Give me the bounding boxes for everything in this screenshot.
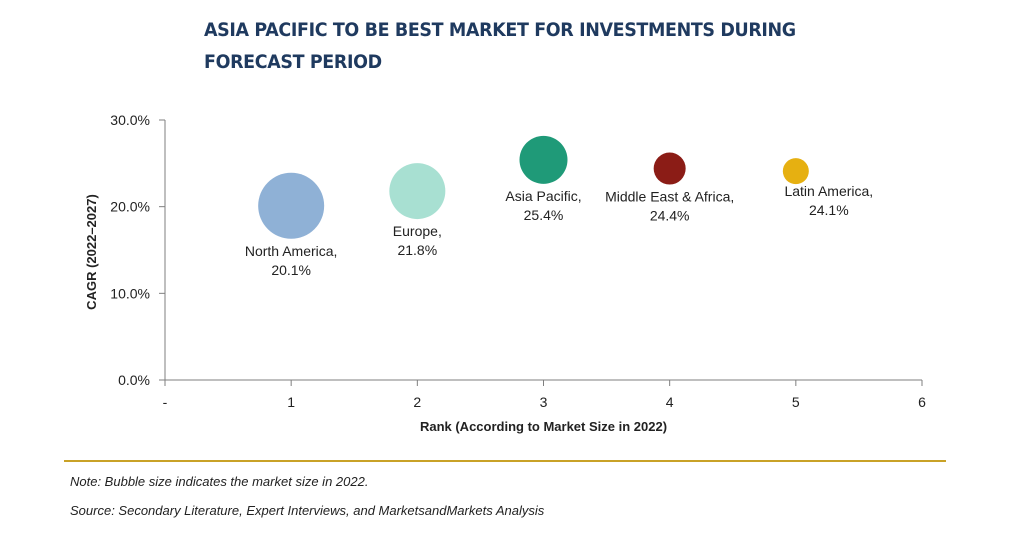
bubble-value-label: 24.1% (809, 202, 849, 218)
x-tick-label: 1 (287, 394, 295, 410)
x-tick-label: 6 (918, 394, 926, 410)
bubble-middle-east-africa (653, 152, 686, 185)
chart-source: Source: Secondary Literature, Expert Int… (70, 503, 545, 518)
x-tick-label: 5 (792, 394, 800, 410)
bubble-north-america (258, 172, 325, 239)
x-tick-label: - (163, 394, 168, 410)
bubble-chart: 0.0% 10.0% 20.0% 30.0% - 1 2 3 4 5 6 Rank (Accordin… (84, 112, 926, 434)
bubble-label: Middle East & Africa, (605, 189, 734, 205)
bubble-latin-america (782, 158, 809, 185)
bubble-label: Asia Pacific, (505, 188, 581, 204)
chart-axes: 0.0% 10.0% 20.0% 30.0% - 1 2 3 4 5 6 Rank (Accordin… (84, 112, 926, 434)
bubble-value-label: 20.1% (271, 262, 311, 278)
x-tick-label: 2 (413, 394, 421, 410)
x-axis-label: Rank (According to Market Size in 2022) (420, 419, 667, 434)
y-tick-label: 20.0% (110, 199, 150, 215)
bubble-asia-pacific (519, 135, 568, 184)
x-tick-label: 4 (666, 394, 674, 410)
chart-note: Note: Bubble size indicates the market s… (70, 474, 369, 489)
y-tick-label: 10.0% (110, 285, 150, 301)
bubble-value-label: 25.4% (524, 207, 564, 223)
bubble-label: Europe, (393, 223, 442, 239)
footer-divider (64, 460, 946, 462)
y-tick-label: 30.0% (110, 112, 150, 128)
bubble-value-label: 21.8% (397, 242, 437, 258)
chart-title: ASIA PACIFIC TO BE BEST MARKET FOR INVES… (204, 19, 796, 73)
bubble-label: North America, (245, 243, 338, 259)
y-tick-label: 0.0% (118, 372, 150, 388)
bubble-value-label: 24.4% (650, 208, 690, 224)
y-axis-label: CAGR (2022–2027) (84, 194, 99, 310)
x-tick-label: 3 (540, 394, 548, 410)
bubble-europe (389, 163, 446, 220)
bubble-series (258, 135, 809, 239)
bubble-label: Latin America, (784, 183, 873, 199)
bubble-labels: North America, 20.1% Europe, 21.8% Asia Paci… (245, 183, 873, 278)
